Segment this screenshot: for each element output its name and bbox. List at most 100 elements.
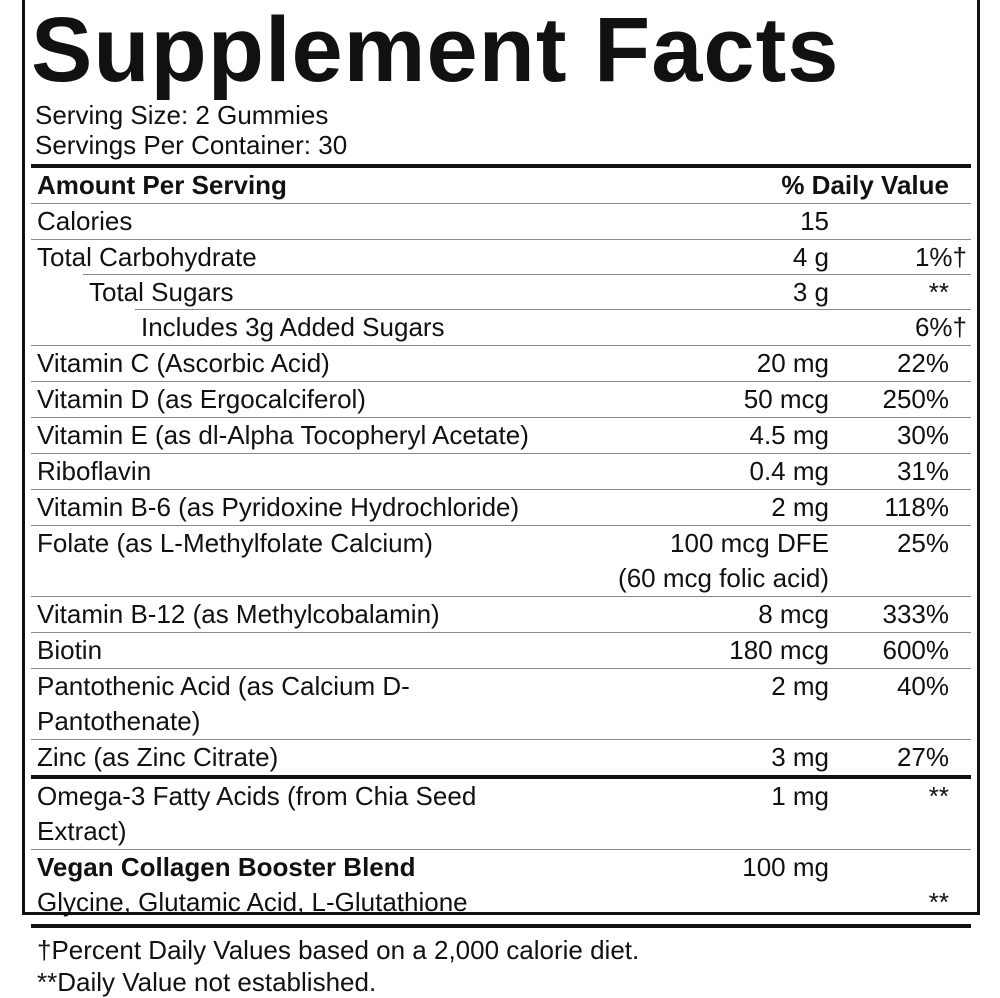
nutrient-row: Zinc (as Zinc Citrate) 3 mg 27% <box>31 740 971 775</box>
amount: 100 mcg DFE (60 mcg folic acid) <box>569 526 829 596</box>
supplement-facts-label: Supplement Facts Serving Size: 2 Gummies… <box>22 0 980 997</box>
daily-value-text: 6%† <box>914 312 967 342</box>
amount-text: 0.4 mg <box>749 456 830 486</box>
nutrient-name-text: Pantothenic Acid (as Calcium D-Pantothen… <box>37 671 410 736</box>
daily-value-text: 22% <box>896 348 949 378</box>
daily-value: 333% <box>829 597 971 632</box>
nutrient-name: Calories <box>31 204 569 239</box>
daily-value <box>829 204 971 239</box>
amount-text: 4 g <box>792 242 829 272</box>
amount-text: 2 mg <box>771 671 829 701</box>
amount-text: 50 mcg <box>743 384 829 414</box>
nutrient-name-text: Vitamin C (Ascorbic Acid) <box>37 348 330 378</box>
nutrient-name: Vegan Collagen Booster Blend Glycine, Glu… <box>31 850 569 920</box>
amount-text: 1 mg <box>771 781 829 811</box>
amount-text: 2 mg <box>771 492 829 522</box>
amount <box>569 310 829 345</box>
daily-value: 40% <box>829 669 971 739</box>
daily-value-text: 27% <box>896 742 949 772</box>
nutrient-name-text: Total Sugars <box>89 277 234 307</box>
nutrient-name: Folate (as L-Methylfolate Calcium) <box>31 526 569 596</box>
amount-text: 100 mcg DFE <box>670 528 829 558</box>
daily-value-text: 600% <box>882 635 950 665</box>
nutrient-name: Vitamin D (as Ergocalciferol) <box>31 382 569 417</box>
amount: 15 <box>569 204 829 239</box>
nutrient-row: Pantothenic Acid (as Calcium D-Pantothen… <box>31 669 971 740</box>
nutrient-row: Biotin 180 mcg 600% <box>31 633 971 669</box>
amount: 2 mg <box>569 669 829 739</box>
nutrient-row: Total Sugars 3 g ** <box>31 275 971 310</box>
amount: 2 mg <box>569 490 829 525</box>
footnote: **Daily Value not established. <box>37 967 377 997</box>
nutrient-name-text: Folate (as L-Methylfolate Calcium) <box>37 528 433 558</box>
amount: 8 mcg <box>569 597 829 632</box>
daily-value-text: 333% <box>882 599 950 629</box>
nutrient-row: Riboflavin 0.4 mg 31% <box>31 454 971 490</box>
nutrient-row: Vitamin B-6 (as Pyridoxine Hydrochloride… <box>31 490 971 526</box>
nutrient-name-text: Total Carbohydrate <box>37 242 257 272</box>
nutrient-name-text: Zinc (as Zinc Citrate) <box>37 742 279 772</box>
title: Supplement Facts <box>31 0 840 101</box>
nutrient-name-text: Vitamin B-12 (as Methylcobalamin) <box>37 599 440 629</box>
nutrient-row: Vitamin B-12 (as Methylcobalamin) 8 mcg 33… <box>31 597 971 633</box>
nutrient-name: Total Sugars <box>31 275 569 310</box>
nutrient-name: Vitamin B-12 (as Methylcobalamin) <box>31 597 569 632</box>
nutrient-name: Vitamin B-6 (as Pyridoxine Hydrochloride… <box>31 490 569 525</box>
daily-value-text: 25% <box>896 528 949 558</box>
nutrient-row: Vitamin E (as dl-Alpha Tocopheryl Acetat… <box>31 418 971 454</box>
daily-value-text: 250% <box>882 384 950 414</box>
nutrient-rows: Calories 15 Total Carbohydrate 4 g 1%† Total … <box>25 204 977 920</box>
nutrient-name-text: Biotin <box>37 635 103 665</box>
amount-text: 4.5 mg <box>749 420 830 450</box>
amount: 100 mg <box>569 850 829 920</box>
footnote: †Percent Daily Values based on a 2,000 c… <box>37 935 640 965</box>
divider <box>31 164 971 168</box>
nutrient-row: Includes 3g Added Sugars 6%† <box>31 310 971 346</box>
amount: 3 g <box>569 275 829 310</box>
amount-text: 8 mcg <box>758 599 829 629</box>
nutrient-row: Vitamin D (as Ergocalciferol) 50 mcg 250% <box>31 382 971 418</box>
nutrient-row: Calories 15 <box>31 204 971 240</box>
amount-text: 3 g <box>792 277 829 307</box>
nutrient-row: Vitamin C (Ascorbic Acid) 20 mg 22% <box>31 346 971 382</box>
nutrient-name: Total Carbohydrate <box>31 240 569 275</box>
daily-value: 600% <box>829 633 971 668</box>
amount-text: 3 mg <box>771 742 829 772</box>
nutrient-name-text: Vegan Collagen Booster Blend <box>37 852 416 882</box>
nutrient-row: Omega-3 Fatty Acids (from Chia Seed Extr… <box>31 779 971 850</box>
daily-value-text: 1%† <box>914 242 967 272</box>
nutrient-name: Omega-3 Fatty Acids (from Chia Seed Extr… <box>31 779 569 849</box>
amount: 180 mcg <box>569 633 829 668</box>
daily-value-text: ** <box>928 781 949 811</box>
divider <box>31 775 971 779</box>
page: Supplement Facts Serving Size: 2 Gummies… <box>22 0 980 997</box>
nutrient-name: Zinc (as Zinc Citrate) <box>31 740 569 775</box>
nutrient-row: Folate (as L-Methylfolate Calcium) 100 mc… <box>31 526 971 597</box>
nutrient-row: Total Carbohydrate 4 g 1%† <box>31 240 971 275</box>
daily-value: 27% <box>829 740 971 775</box>
daily-value: 1%† <box>829 240 971 275</box>
amount: 4 g <box>569 240 829 275</box>
amount: 4.5 mg <box>569 418 830 453</box>
ingredients: Glycine, Glutamic Acid, L-Glutathione <box>37 887 468 917</box>
daily-value: 118% <box>829 490 971 525</box>
daily-value: 250% <box>829 382 971 417</box>
daily-value-text: 40% <box>896 671 949 701</box>
daily-value-text: 30% <box>896 420 949 450</box>
nutrient-name: Pantothenic Acid (as Calcium D-Pantothen… <box>31 669 569 739</box>
serving-size: Serving Size: 2 Gummies <box>35 100 329 130</box>
nutrient-name-text: Calories <box>37 206 133 236</box>
nutrient-name-text: Vitamin E (as dl-Alpha Tocopheryl Acetat… <box>37 420 529 450</box>
daily-value: ** <box>829 275 971 310</box>
nutrient-name-text: Vitamin D (as Ergocalciferol) <box>37 384 366 414</box>
servings-per-container: Servings Per Container: 30 <box>35 130 348 160</box>
header-row: Amount Per Serving % Daily Value <box>31 168 971 204</box>
nutrient-name: Biotin <box>31 633 569 668</box>
amount: 3 mg <box>569 740 829 775</box>
daily-value: 25% <box>829 526 971 596</box>
nutrient-row: Vegan Collagen Booster Blend Glycine, Glu… <box>31 850 971 920</box>
amount: 1 mg <box>569 779 829 849</box>
amount: 50 mcg <box>569 382 829 417</box>
daily-value-text: ** <box>928 887 949 917</box>
amount-note: (60 mcg folic acid) <box>618 563 829 593</box>
